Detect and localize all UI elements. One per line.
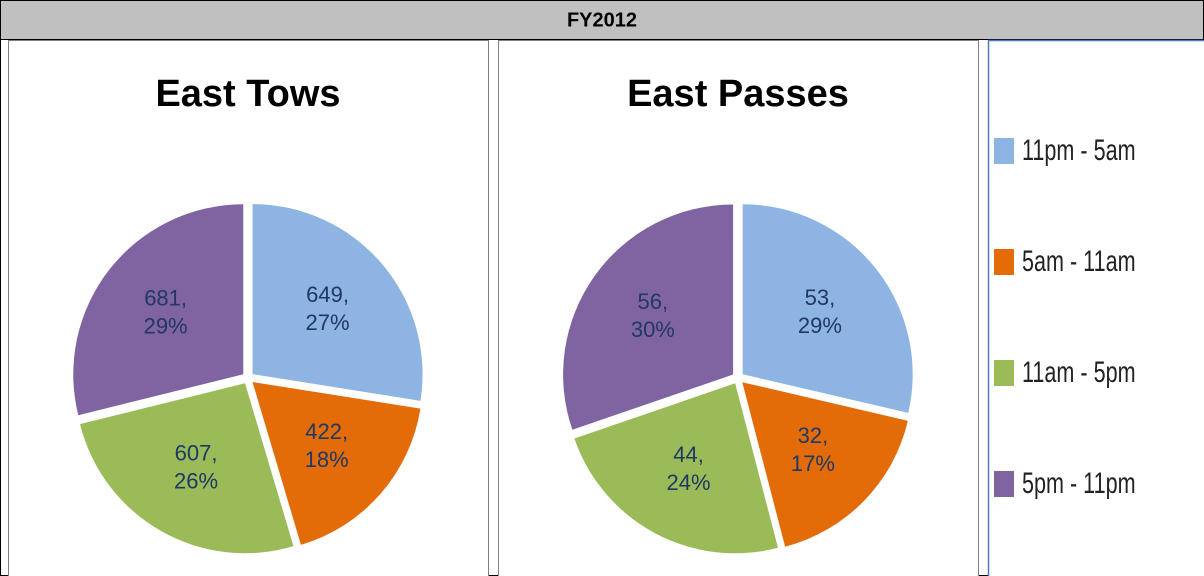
legend-swatch xyxy=(994,249,1014,275)
data-label: 422, xyxy=(305,419,348,444)
legend-label: 5am - 11am xyxy=(1022,243,1136,277)
legend-label: 11pm - 5am xyxy=(1022,132,1136,166)
data-label: 30% xyxy=(631,317,675,342)
legend-swatch xyxy=(994,138,1014,164)
data-label: 17% xyxy=(791,451,835,476)
pie-slice xyxy=(563,204,734,430)
data-label: 681, xyxy=(144,285,187,310)
pie-slice xyxy=(252,204,423,401)
data-label: 27% xyxy=(306,310,350,335)
data-label: 26% xyxy=(174,469,218,494)
pie-slice xyxy=(574,383,778,554)
legend-panel xyxy=(987,39,1204,576)
legend-swatch xyxy=(994,471,1014,497)
header-bar xyxy=(0,0,1204,40)
data-label: 56, xyxy=(638,289,669,314)
data-label: 24% xyxy=(667,470,711,495)
pie-slice xyxy=(80,383,294,554)
data-label: 44, xyxy=(673,442,704,467)
data-label: 53, xyxy=(805,285,836,310)
header-title: FY2012 xyxy=(567,9,637,31)
data-label: 607, xyxy=(175,441,218,466)
data-label: 18% xyxy=(305,447,349,472)
pie-slice xyxy=(73,204,244,416)
pie-slice xyxy=(252,381,421,545)
data-label: 32, xyxy=(798,423,829,448)
data-label: 29% xyxy=(798,313,842,338)
pie-slice xyxy=(742,382,908,547)
data-label: 649, xyxy=(306,282,349,307)
pie-slice xyxy=(742,204,913,413)
chart-title: East Tows xyxy=(155,73,340,115)
legend-label: 11am - 5pm xyxy=(1022,354,1136,388)
legend-label: 5pm - 11pm xyxy=(1022,465,1136,499)
chart-title: East Passes xyxy=(627,73,849,115)
data-label: 29% xyxy=(144,313,188,338)
legend-swatch xyxy=(994,360,1014,386)
